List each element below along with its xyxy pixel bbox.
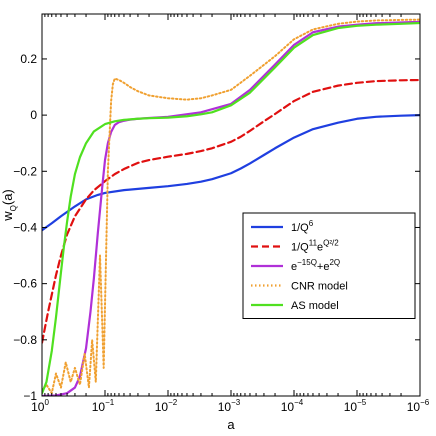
series-line-1 bbox=[42, 78, 420, 344]
plot-frame bbox=[41, 13, 421, 397]
x-tick-label: 10−4 bbox=[281, 398, 304, 414]
y-tick-label: −0.4 bbox=[13, 220, 37, 234]
y-tick-label: −0.2 bbox=[13, 164, 37, 178]
y-axis: −1 −0.8 −0.6 −0.4 −0.2 0 0.2 bbox=[13, 52, 420, 403]
series-line-2 bbox=[42, 20, 420, 396]
legend-label-1: 1/Q11eQ²/2 bbox=[291, 239, 339, 254]
y-axis-title: wQ(a) bbox=[0, 189, 18, 222]
y-axis-title-main: w bbox=[0, 211, 15, 222]
y-tick-label: −1 bbox=[23, 389, 37, 403]
y-axis-title-sub: Q bbox=[9, 205, 18, 211]
legend-label-2: e−15Q+e2Q bbox=[291, 258, 340, 273]
x-tick-label: 100 bbox=[31, 398, 49, 414]
x-tick-label: 10−6 bbox=[407, 398, 430, 414]
plot-area bbox=[42, 18, 420, 396]
series-line-4 bbox=[42, 21, 420, 395]
x-tick-label: 10−1 bbox=[92, 398, 115, 414]
y-axis-title-tail: (a) bbox=[0, 189, 15, 205]
y-tick-label: 0 bbox=[30, 108, 37, 122]
legend-label-4: AS model bbox=[291, 300, 339, 312]
series-line-3 bbox=[42, 18, 420, 395]
x-tick-label: 10−2 bbox=[155, 398, 178, 414]
legend: 1/Q6 1/Q11eQ²/2 e−15Q+e2Q CNR model AS model bbox=[242, 212, 416, 319]
legend-label-0: 1/Q6 bbox=[291, 219, 314, 234]
series-line-0 bbox=[42, 114, 420, 232]
y-tick-label: 0.2 bbox=[20, 52, 37, 66]
legend-label-3: CNR model bbox=[291, 281, 348, 293]
y-tick-label: −0.8 bbox=[13, 333, 37, 347]
x-tick-label: 10−3 bbox=[218, 398, 241, 414]
x-axis: 100 10−1 10−2 10−3 10−4 10−5 10−6 bbox=[31, 14, 430, 414]
x-axis-title: a bbox=[227, 417, 235, 432]
y-tick-label: −0.6 bbox=[13, 277, 37, 291]
x-tick-label: 10−5 bbox=[344, 398, 367, 414]
